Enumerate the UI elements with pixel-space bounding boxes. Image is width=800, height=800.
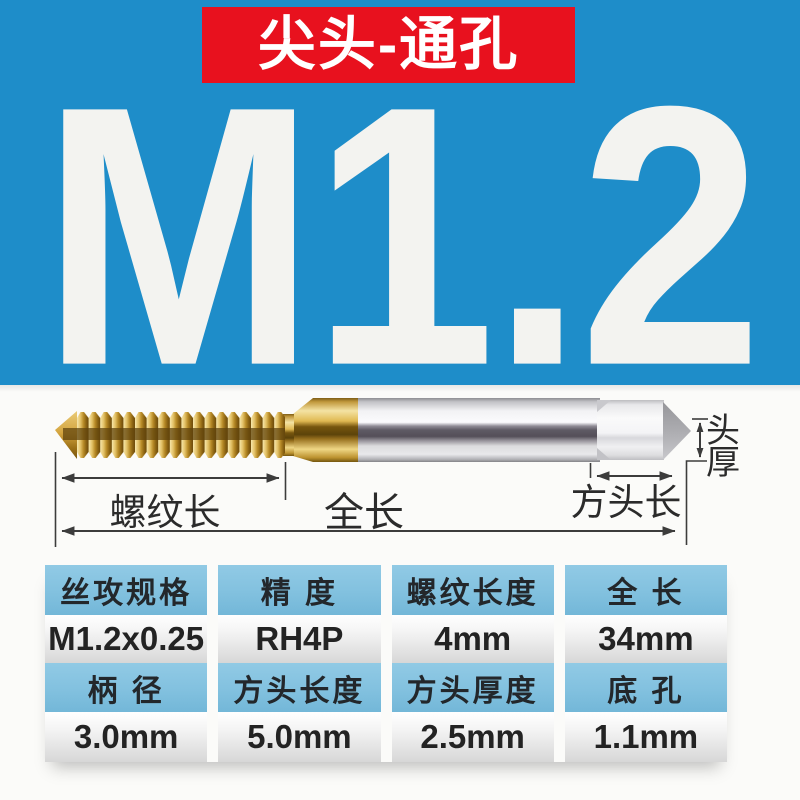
dimension-lines <box>54 418 708 547</box>
head-thickness-label-char1: 头 <box>706 412 740 450</box>
neck-flare <box>293 398 313 462</box>
spec-header-thread-length: 螺纹长度 <box>391 565 554 615</box>
gold-collar <box>313 398 358 462</box>
spec-value-shank-diameter: 3.0mm <box>45 712 208 762</box>
thread-core-band <box>63 428 285 440</box>
spec-header-square-head-length: 方头长度 <box>218 663 381 712</box>
square-head <box>597 400 664 460</box>
square-head-chamfer-bottom <box>597 448 611 460</box>
spec-header-shank-diameter: 柄 径 <box>45 663 208 712</box>
spec-header-square-head-thickness: 方头厚度 <box>391 663 554 712</box>
head-thickness-label-char2: 厚 <box>706 444 740 482</box>
head-thickness-bracket <box>685 460 707 545</box>
spec-table: 丝攻规格 精 度 螺纹长度 全 长 M1.2x0.25 RH4P 4mm 34m… <box>45 565 727 762</box>
tap-illustration <box>55 398 691 462</box>
spec-header-total-length: 全 长 <box>564 565 727 615</box>
spec-header-pilot-hole: 底 孔 <box>564 663 727 712</box>
hero-bottom-shadow <box>0 385 800 392</box>
spec-header-precision: 精 度 <box>218 565 381 615</box>
category-banner: 尖头-通孔 <box>202 7 575 83</box>
head-cone <box>663 402 691 460</box>
spec-value-tap-size: M1.2x0.25 <box>45 615 208 663</box>
square-head-chamfer-top <box>597 400 611 412</box>
total-length-label: 全长 <box>324 491 404 535</box>
square-head-length-label: 方头长 <box>571 482 682 523</box>
spec-value-total-length: 34mm <box>564 615 727 663</box>
thread-runout-ring <box>283 414 294 456</box>
spec-value-precision: RH4P <box>218 615 381 663</box>
hero-section: 尖头-通孔 M1.2 <box>0 0 800 420</box>
spec-value-square-head-thickness: 2.5mm <box>391 712 554 762</box>
category-banner-label: 尖头-通孔 <box>257 12 520 77</box>
product-size-title: M1.2 <box>41 28 763 443</box>
spec-value-thread-length: 4mm <box>391 615 554 663</box>
spec-value-square-head-length: 5.0mm <box>218 712 381 762</box>
thread-length-label: 螺纹长 <box>110 492 221 533</box>
spec-value-pilot-hole: 1.1mm <box>564 712 727 762</box>
tap-diagram: 螺纹长 全长 方头长 头 厚 <box>54 398 740 547</box>
spec-header-tap-size: 丝攻规格 <box>45 565 208 615</box>
shank <box>357 398 600 462</box>
